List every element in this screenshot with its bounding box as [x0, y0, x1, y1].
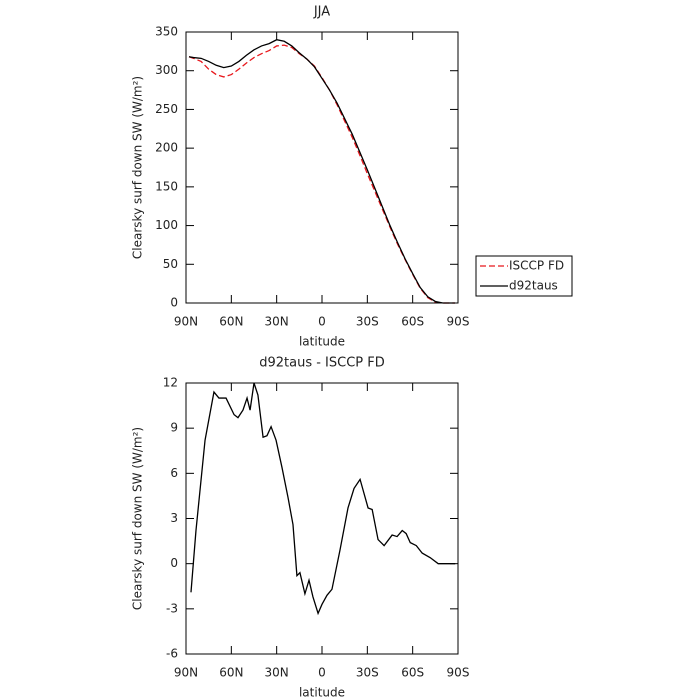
x-tick-label: 90N: [174, 315, 198, 329]
chart-title: d92taus - ISCCP FD: [259, 356, 385, 371]
legend-label: ISCCP FD: [509, 259, 564, 273]
y-tick-label: 3: [170, 511, 178, 525]
x-tick-label: 90N: [174, 666, 198, 680]
x-tick-label: 60N: [219, 315, 243, 329]
x-tick-label: 90S: [447, 666, 470, 680]
y-tick-label: 0: [170, 556, 178, 570]
x-tick-label: 60N: [219, 666, 243, 680]
x-tick-label: 60S: [401, 315, 424, 329]
x-tick-label: 90S: [447, 315, 470, 329]
y-tick-label: 12: [163, 376, 178, 390]
plot-frame: [185, 382, 459, 655]
y-tick-label: -6: [166, 647, 178, 661]
x-tick-label: 30S: [356, 666, 379, 680]
y-tick-label: 100: [155, 218, 178, 232]
x-axis-label: latitude: [299, 686, 345, 700]
x-tick-label: 30N: [265, 666, 289, 680]
y-tick-label: 250: [155, 102, 178, 116]
x-tick-label: 30N: [265, 315, 289, 329]
x-tick-label: 30S: [356, 315, 379, 329]
chart-title: JJA: [313, 5, 330, 20]
y-tick-label: -3: [166, 601, 178, 615]
x-tick-label: 0: [318, 666, 326, 680]
y-axis-label: Clearsky surf down SW (W/m²): [131, 427, 145, 610]
legend-box: [475, 255, 573, 297]
line-series: [188, 39, 455, 304]
y-tick-label: 200: [155, 141, 178, 155]
x-tick-label: 60S: [401, 666, 424, 680]
line-series: [190, 382, 456, 616]
y-axis-label: Clearsky surf down SW (W/m²): [131, 76, 145, 259]
line-series: [188, 44, 455, 304]
y-tick-label: 50: [163, 257, 178, 271]
y-tick-label: 300: [155, 63, 178, 77]
x-tick-label: 0: [318, 315, 326, 329]
y-tick-label: 9: [170, 421, 178, 435]
y-tick-label: 6: [170, 466, 178, 480]
plot-frame: [185, 31, 459, 304]
y-tick-label: 350: [155, 25, 178, 39]
x-axis-label: latitude: [299, 335, 345, 349]
y-tick-label: 0: [170, 296, 178, 310]
y-tick-label: 150: [155, 179, 178, 193]
legend-label: d92taus: [509, 279, 558, 293]
